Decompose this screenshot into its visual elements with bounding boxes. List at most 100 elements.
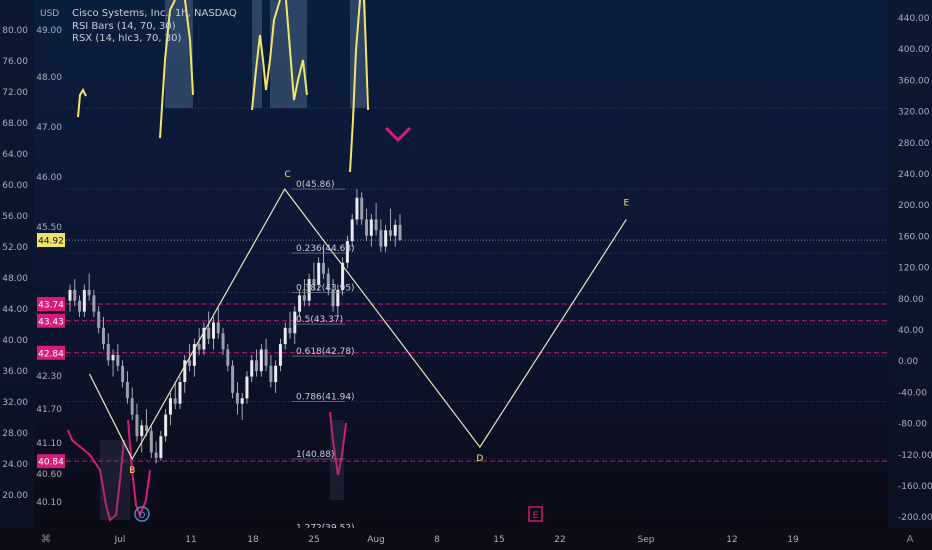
time-axis-tick: 22 [554, 535, 565, 545]
candle-body [173, 398, 177, 404]
wave-label-e: E [623, 198, 629, 208]
left-axis-tick: 52.00 [2, 243, 28, 253]
settings-icon: ⌘ [41, 534, 51, 545]
wave-label-b: B [129, 466, 135, 476]
candle-body [231, 365, 235, 393]
right-axis-tick: -80.00 [898, 420, 927, 430]
right-axis-background [888, 0, 932, 528]
candle-body [321, 262, 325, 274]
candle-body [192, 344, 196, 366]
candle-body [298, 295, 302, 312]
rsi-overbought-line [77, 87, 87, 118]
candle-body [168, 398, 172, 415]
candle-body [312, 279, 316, 285]
price-axis-tick: 49.00 [36, 26, 62, 36]
wave-label-c: C [285, 170, 291, 180]
time-axis-tick: 11 [185, 535, 196, 545]
candle-body [211, 322, 215, 339]
candle-body [116, 354, 120, 366]
right-axis-tick: 440.00 [898, 14, 930, 24]
left-axis-tick: 40.00 [2, 336, 28, 346]
right-axis-tick: 280.00 [898, 139, 930, 149]
candle-body [101, 327, 105, 345]
candle-body [202, 327, 206, 350]
candle-body [278, 344, 282, 366]
candle-body [350, 219, 354, 242]
fib-level-label: 0(45.86) [296, 180, 335, 190]
price-labels: 44.92 43.74 43.43 42.84 40.84 [37, 233, 65, 469]
candle-body [388, 230, 392, 236]
price-label-box [37, 345, 65, 360]
legend-rsi-bars[interactable]: RSI Bars (14, 70, 30) [72, 20, 176, 32]
time-axis-tick: Jul [114, 535, 126, 545]
candle-body [125, 382, 129, 399]
time-axis-tick: Aug [367, 535, 385, 545]
candle-body [374, 219, 378, 231]
candle-body [274, 365, 278, 383]
price-label: 43.74 [38, 300, 64, 310]
candle-body [235, 392, 239, 404]
candle-body [82, 289, 86, 312]
candle-body [245, 376, 249, 399]
candle-body [154, 452, 158, 458]
fib-level-label: 0.618(42.78) [296, 347, 355, 357]
right-axis-tick: -40.00 [898, 388, 927, 398]
left-axis-tick: 80.00 [2, 26, 28, 36]
rsi-overbought-line [363, 0, 369, 111]
candle-body [369, 219, 373, 236]
price-axis-tick: 48.00 [36, 73, 62, 83]
left-axis-tick: 32.00 [2, 398, 28, 408]
rsi-oversold-line [67, 429, 125, 522]
right-axis-tick: 360.00 [898, 76, 930, 86]
left-axis-tick: 44.00 [2, 305, 28, 315]
candle-body [159, 436, 163, 458]
overbought-zone [270, 0, 307, 108]
time-axis-tick: Sep [638, 535, 655, 545]
candle-body [188, 360, 192, 366]
candle-body [264, 349, 268, 366]
oversold-zone [330, 420, 344, 500]
candle-body [106, 344, 110, 361]
event-marker-e: E [533, 511, 539, 521]
auto-scale-button: A [907, 534, 914, 545]
sell-signal-icon [384, 126, 412, 143]
left-axis-tick: 24.00 [2, 460, 28, 470]
candle-body [255, 360, 259, 372]
fib-level-label: 0.786(41.94) [296, 393, 355, 403]
rsi-overbought-line [184, 0, 194, 96]
right-axis-tick: 240.00 [898, 170, 930, 180]
candle-body [164, 414, 168, 437]
right-axis-tick: 200.00 [898, 201, 930, 211]
right-axis-tick: 400.00 [898, 45, 930, 55]
legend-symbol[interactable]: Cisco Systems, Inc., 1h, NASDAQ [72, 8, 237, 19]
wave-line [88, 187, 627, 461]
right-axis-tick: -160.00 [898, 482, 932, 492]
legend-rsx[interactable]: RSX (14, hlc3, 70, 30) [72, 33, 182, 44]
grid-lines [66, 107, 888, 462]
event-marker-d: D [139, 511, 146, 521]
candle-body [68, 289, 72, 301]
candle-body [259, 349, 263, 372]
left-axis-tick: 36.00 [2, 367, 28, 377]
candle-body [97, 311, 101, 328]
price-label-box [37, 233, 65, 248]
time-axis-tick: 18 [247, 535, 259, 545]
price-label: 42.84 [38, 349, 64, 359]
candle-body [288, 327, 292, 334]
price-axis-tick: 46.00 [36, 173, 62, 183]
left-axis-tick: 20.00 [2, 491, 28, 501]
candle-body [365, 219, 369, 236]
wave-path: B C D E [88, 170, 629, 476]
wave-label-d: D [476, 454, 483, 464]
candle-body [135, 414, 139, 437]
price-label-box [37, 313, 65, 328]
candle-body [393, 224, 397, 236]
left-axis-tick: 72.00 [2, 88, 28, 98]
oversold-zone [100, 440, 130, 520]
event-marker-circle [134, 506, 150, 522]
candle-body [250, 360, 254, 377]
candle-body [317, 262, 321, 285]
right-axis-tick: 320.00 [898, 108, 930, 118]
